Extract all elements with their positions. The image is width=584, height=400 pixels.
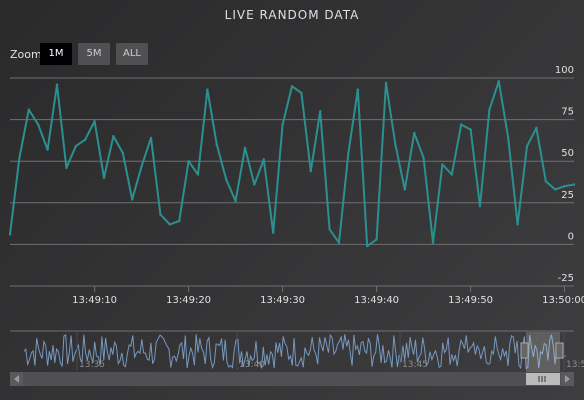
navigator-left-handle[interactable] — [520, 342, 529, 359]
data-point — [507, 136, 510, 140]
data-point — [516, 223, 519, 226]
series-points — [8, 80, 576, 248]
data-point — [149, 136, 153, 140]
scrollbar-track[interactable] — [10, 372, 574, 386]
data-point — [37, 123, 40, 126]
data-point — [243, 146, 247, 150]
data-point — [253, 183, 256, 186]
zoom-1m-button[interactable]: 1M — [40, 43, 72, 65]
navigator-tick-label: 13:35 — [79, 360, 105, 370]
data-point — [112, 135, 115, 138]
y-tick-label: -25 — [558, 273, 574, 284]
y-tick-label: 50 — [561, 148, 574, 159]
data-point — [74, 145, 78, 148]
data-point — [140, 165, 143, 168]
data-point — [178, 219, 181, 223]
navigator-tick-label: 13:5 — [566, 360, 584, 370]
data-point — [497, 80, 500, 83]
y-axis-labels: -25 0 25 50 75 100 — [555, 65, 574, 284]
zoom-label: Zoom — [10, 48, 42, 61]
data-point — [93, 120, 96, 123]
data-point — [554, 188, 557, 191]
data-point — [225, 178, 228, 181]
navigator-right-handle[interactable] — [555, 342, 564, 359]
navigator-axis-labels: 13:35 13:40 13:45 13:5 — [76, 332, 584, 370]
data-point — [234, 199, 237, 203]
y-tick-label: 75 — [561, 107, 574, 118]
data-point — [525, 145, 529, 148]
data-point — [422, 156, 425, 160]
navigator-tick-label: 13:45 — [402, 360, 428, 370]
data-point — [413, 131, 416, 135]
y-tick-label: 25 — [561, 190, 574, 201]
data-point — [384, 81, 388, 85]
data-point — [347, 151, 350, 155]
data-point — [121, 151, 125, 155]
data-point — [300, 91, 303, 95]
data-point — [55, 83, 59, 86]
data-point — [215, 143, 218, 146]
data-point — [563, 185, 566, 188]
data-point — [8, 233, 12, 236]
scrollbar-thumb[interactable] — [526, 373, 560, 385]
data-point — [262, 158, 265, 161]
data-point — [431, 241, 435, 244]
data-point — [159, 213, 162, 216]
chart-title: LIVE RANDOM DATA — [224, 8, 360, 22]
data-point — [337, 241, 341, 244]
data-point — [460, 123, 463, 126]
x-tick-label: 13:50:00 — [542, 295, 584, 306]
data-point — [272, 231, 275, 234]
data-point — [544, 180, 547, 183]
scroll-right-arrow-icon — [565, 375, 570, 383]
data-point — [46, 148, 49, 151]
data-point — [441, 163, 444, 166]
data-point — [131, 198, 134, 201]
scroll-left-arrow-icon — [14, 375, 19, 383]
data-point — [168, 223, 171, 226]
data-point — [319, 110, 322, 113]
data-point — [206, 88, 209, 91]
data-point — [84, 138, 87, 141]
zoom-all-button[interactable]: ALL — [116, 43, 148, 65]
data-point — [290, 85, 294, 88]
data-point — [450, 173, 453, 176]
data-point — [356, 88, 359, 91]
data-point — [366, 244, 369, 248]
x-tick-label: 13:49:10 — [72, 295, 117, 306]
navigator-series-line — [23, 333, 567, 370]
data-point — [535, 126, 538, 130]
x-axis-labels: 13:49:10 13:49:20 13:49:30 13:49:40 13:49:50… — [72, 286, 584, 306]
data-point — [394, 143, 397, 146]
series-line — [9, 80, 575, 248]
data-point — [281, 123, 284, 126]
navigator-tick-label: 13:40 — [239, 360, 265, 370]
data-point — [403, 188, 406, 191]
x-tick-label: 13:49:20 — [166, 295, 211, 306]
navigator-selected-range[interactable] — [526, 332, 560, 372]
data-point — [309, 170, 312, 173]
x-tick-label: 13:49:50 — [448, 295, 493, 306]
data-point — [102, 176, 106, 179]
data-point — [488, 108, 491, 111]
data-point — [375, 238, 378, 241]
x-tick-label: 13:49:40 — [354, 295, 399, 306]
data-point — [469, 128, 472, 131]
scrollbar-grip-icon — [538, 376, 546, 382]
data-point — [572, 183, 576, 186]
data-point — [196, 173, 200, 176]
data-point — [478, 204, 482, 208]
x-tick-label: 13:49:30 — [260, 295, 305, 306]
y-tick-label: 100 — [555, 65, 574, 76]
data-point — [328, 228, 331, 231]
zoom-5m-button[interactable]: 5M — [78, 43, 110, 65]
data-point — [18, 156, 21, 160]
data-point — [27, 108, 30, 111]
y-tick-label: 0 — [568, 231, 574, 242]
data-point — [187, 160, 190, 163]
data-point — [65, 166, 68, 170]
